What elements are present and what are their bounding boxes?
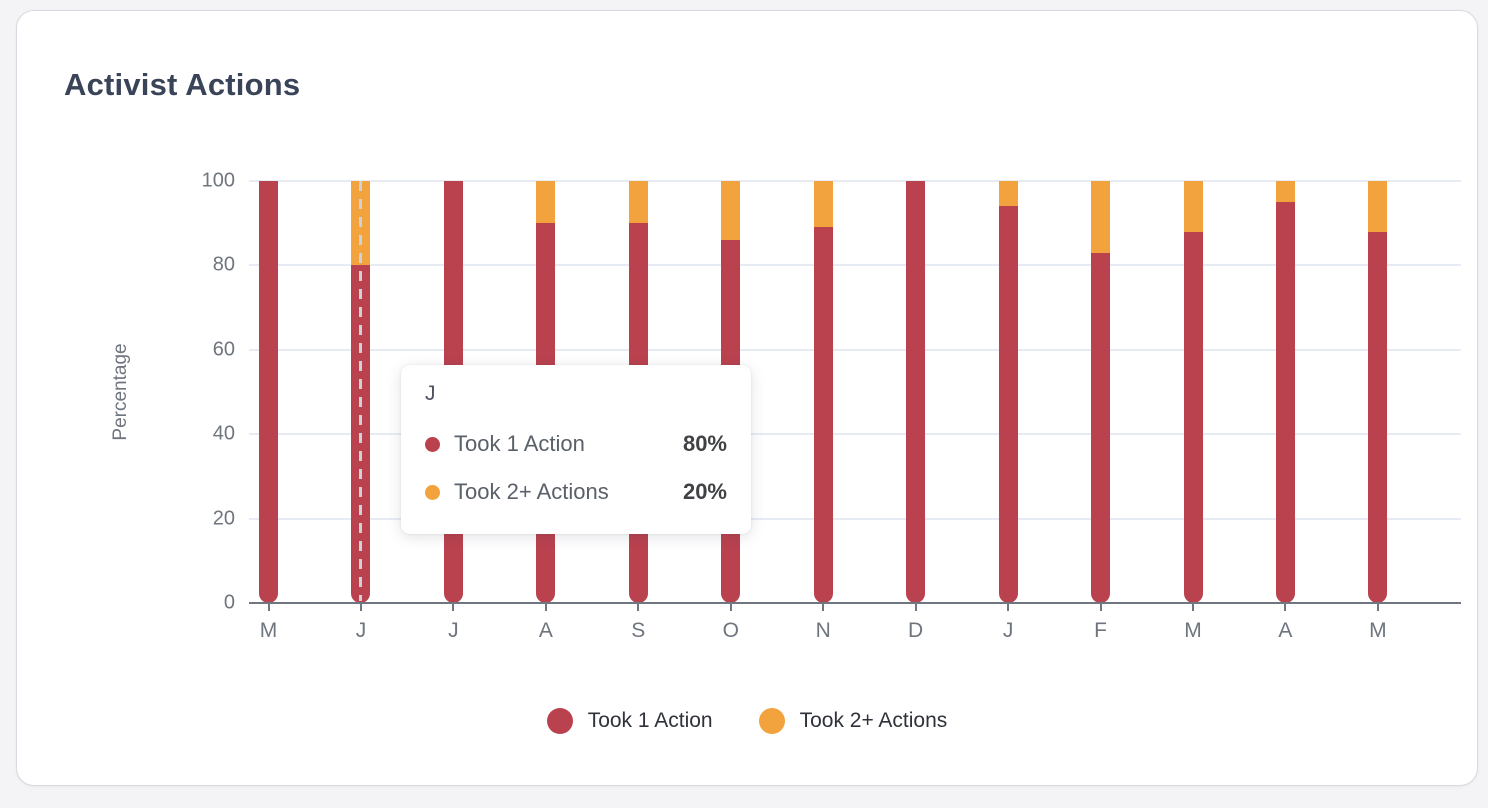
page-title: Activist Actions (64, 67, 301, 102)
gridline-40 (249, 433, 1461, 436)
activist-actions-card: Activist Actions Percentage M J J A S O N D J F M A… (16, 10, 1478, 786)
x-tick (822, 603, 825, 611)
tooltip-title: J (425, 382, 436, 405)
bar-segment-took-1-action[interactable] (259, 181, 278, 603)
gridline-60 (249, 348, 1461, 351)
legend-label: Took 2+ Actions (799, 709, 948, 732)
bar-segment-took-1-action[interactable] (1183, 231, 1203, 603)
bar-segment-took-2-actions[interactable] (628, 181, 648, 224)
x-label-9-J: J (1002, 619, 1014, 642)
x-tick (1284, 603, 1287, 611)
tooltip-row: Took 2+ Actions 20% (425, 468, 727, 516)
x-label-8-D: D (908, 619, 924, 642)
tooltip-series-value: 20% (682, 479, 727, 504)
bar-2-J[interactable] (351, 181, 371, 603)
x-tick (1376, 603, 1379, 611)
x-tick (637, 603, 640, 611)
x-tick (1007, 603, 1010, 611)
x-label-7-N: N (815, 619, 831, 642)
y-tick-label-20: 20 (212, 507, 235, 530)
gridline-20 (249, 517, 1461, 520)
bar-11-M[interactable] (1183, 181, 1203, 603)
x-tick (1099, 603, 1102, 611)
bar-segment-took-2-actions[interactable] (998, 181, 1018, 207)
chart-legend: Took 1 Action Took 2+ Actions (17, 701, 1477, 741)
bar-segment-took-1-action[interactable] (1368, 231, 1388, 603)
y-tick-label-40: 40 (212, 422, 235, 445)
x-tick (729, 603, 732, 611)
tooltip-series-label: Took 1 Action (454, 431, 585, 456)
x-tick (267, 603, 270, 611)
y-tick-label-80: 80 (212, 253, 235, 276)
bar-segment-took-1-action[interactable] (998, 206, 1018, 603)
x-tick (914, 603, 917, 611)
bar-10-F[interactable] (1091, 181, 1111, 603)
x-label-2-J: J (355, 619, 367, 642)
x-label-11-M: M (1184, 619, 1202, 642)
bar-segment-took-2-actions[interactable] (1091, 181, 1111, 253)
bar-segment-took-2-actions[interactable] (1368, 181, 1388, 232)
tooltip-rows: Took 1 Action 80% Took 2+ Actions 20% (425, 420, 727, 516)
x-label-13-M: M (1369, 619, 1387, 642)
bar-segment-took-1-action[interactable] (1275, 202, 1295, 603)
bar-segment-took-1-action[interactable] (1091, 252, 1111, 603)
bar-7-N[interactable] (813, 181, 833, 603)
x-label-4-A: A (538, 619, 553, 642)
legend-item-took-2-actions[interactable]: Took 2+ Actions (758, 708, 948, 734)
tooltip-row: Took 1 Action 80% (425, 420, 727, 468)
bar-segment-took-2-actions[interactable] (536, 181, 556, 224)
y-tick-label-100: 100 (201, 169, 235, 192)
legend-dot-icon (546, 708, 573, 734)
x-label-3-J: J (448, 619, 459, 642)
gridline-80 (249, 264, 1461, 267)
bar-12-A[interactable] (1275, 181, 1295, 603)
bar-13-M[interactable] (1368, 181, 1388, 603)
legend-dot-icon (758, 708, 785, 734)
bar-segment-took-2-actions[interactable] (813, 181, 833, 228)
tooltip-series-value: 80% (682, 431, 727, 456)
x-label-6-O: O (722, 619, 739, 642)
bar-segment-took-1-action[interactable] (813, 227, 833, 603)
x-label-12-A: A (1278, 619, 1293, 642)
y-tick-label-60: 60 (212, 338, 235, 361)
bar-segment-took-2-actions[interactable] (1183, 181, 1203, 232)
bar-segment-took-2-actions[interactable] (1275, 181, 1295, 203)
legend-item-took-1-action[interactable]: Took 1 Action (546, 708, 713, 734)
x-tick (544, 603, 547, 611)
x-tick (359, 603, 362, 611)
y-axis-title: Percentage (110, 343, 131, 441)
bar-segment-took-1-action[interactable] (906, 181, 926, 603)
x-label-1-M: M (259, 619, 278, 642)
bar-8-D[interactable] (906, 181, 926, 603)
bar-segment-took-2-actions[interactable] (721, 181, 741, 241)
x-axis-line (249, 602, 1461, 604)
bar-1-M[interactable] (259, 181, 278, 603)
x-label-5-S: S (631, 619, 646, 642)
y-tick-label-0: 0 (223, 591, 235, 614)
chart-tooltip: J Took 1 Action 80% Took 2+ Actions 20% (401, 365, 751, 534)
x-tick (452, 603, 455, 611)
x-label-10-F: F (1094, 619, 1107, 642)
series-dot-icon (425, 484, 440, 500)
tooltip-series-label: Took 2+ Actions (454, 479, 609, 504)
bar-9-J[interactable] (998, 181, 1018, 603)
gridline-100 (249, 180, 1461, 182)
hover-dashed-line (359, 181, 363, 601)
legend-label: Took 1 Action (587, 709, 713, 732)
x-tick (1192, 603, 1194, 611)
series-dot-icon (425, 436, 440, 452)
